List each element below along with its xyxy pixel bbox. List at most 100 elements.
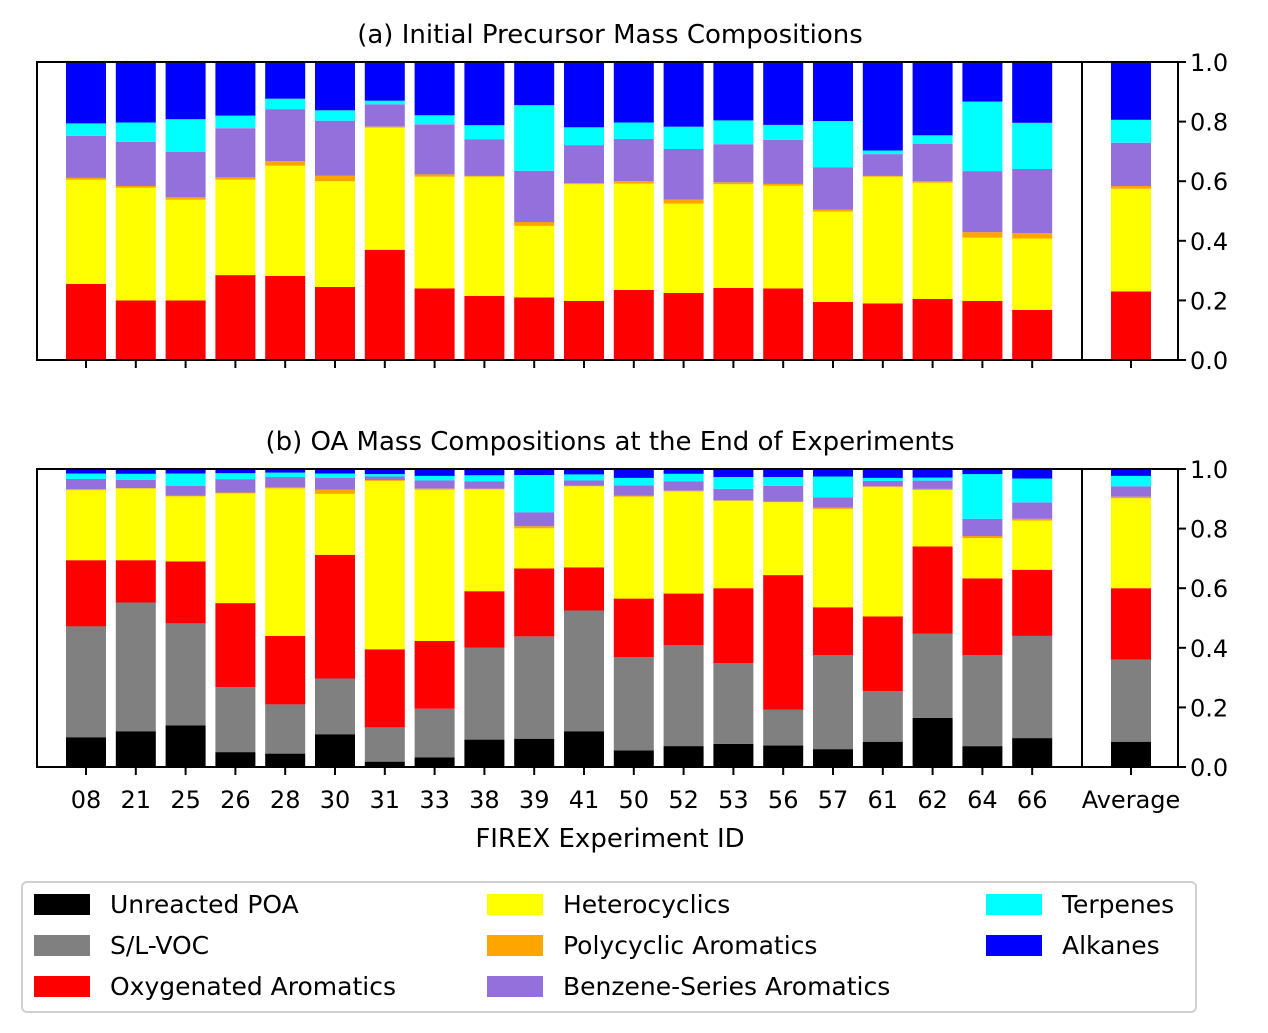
bar-segment-terpenes-21 [115,122,156,142]
bar-segment-alkanes-25 [165,62,206,120]
bar-segment-benzene-series-aromatics-52 [663,149,704,200]
bar-segment-alkanes-08 [66,469,106,474]
bar-segment-alkanes-average [1111,469,1151,476]
bar-segment-s-l-voc-21 [115,602,156,732]
panel-b-xlabels: 08 21 25 26 28 30 31 33 38 39 41 50 52 53 56 57 61 62 64 66… [71,786,1181,814]
bar-segment-terpenes-25 [165,119,206,152]
bar-segment-benzene-series-aromatics-38 [464,481,505,489]
bar-segment-polycyclic-aromatics-average [1111,496,1151,499]
bar-segment-oxygenated-aromatics-25 [165,561,206,624]
bar-segment-heterocyclics-08 [66,490,106,561]
panel-b-xticks [85,767,1132,775]
bar-segment-terpenes-25 [165,473,206,486]
bar-segment-alkanes-62 [912,62,953,136]
bar-segment-s-l-voc-57 [813,655,853,750]
bar-segment-alkanes-31 [364,469,405,475]
bar-segment-polycyclic-aromatics-average [1111,186,1151,189]
bar-segment-terpenes-39 [514,105,555,171]
bar-segment-terpenes-50 [613,122,654,139]
bar-segment-terpenes-53 [713,477,754,489]
legend-label: S/L-VOC [110,931,209,960]
bar-segment-oxygenated-aromatics-53 [713,287,754,360]
bar-segment-alkanes-52 [663,62,704,127]
y-tick-label: 0.2 [1190,287,1228,315]
bar-segment-terpenes-57 [813,121,853,168]
bar-segment-terpenes-31 [364,100,405,105]
bar-segment-terpenes-57 [813,476,853,498]
bar-segment-s-l-voc-39 [514,636,555,739]
bar-segment-terpenes-61 [862,150,903,155]
bar-segment-oxygenated-aromatics-52 [663,292,704,360]
bar-segment-heterocyclics-57 [813,211,853,302]
bar-segment-benzene-series-aromatics-64 [962,518,1003,537]
y-tick-label: 1.0 [1190,456,1228,484]
bar-segment-oxygenated-aromatics-41 [564,301,604,360]
bar-segment-heterocyclics-50 [613,183,654,290]
bar-segment-terpenes-41 [564,127,604,146]
bar-segment-heterocyclics-53 [713,184,754,288]
panel-a-xticks [85,360,1132,368]
bar-segment-benzene-series-aromatics-08 [66,478,106,490]
bar-segment-oxygenated-aromatics-39 [514,568,555,637]
bar-segment-heterocyclics-38 [464,489,505,592]
legend-swatch-alkanes [986,935,1042,956]
bar-segment-oxygenated-aromatics-average [1111,291,1151,360]
bar-segment-benzene-series-aromatics-average [1111,142,1151,186]
bar-segment-s-l-voc-26 [215,687,256,753]
panel-b-bars [66,469,1151,767]
legend-swatch-heterocyclics [487,894,543,915]
x-tick-label: 28 [270,786,301,814]
bar-segment-heterocyclics-41 [564,486,604,568]
bar-segment-benzene-series-aromatics-21 [115,479,156,488]
legend-entries: Unreacted POA S/L-VOC Oxygenated Aromatics… [34,890,1174,1001]
bar-segment-heterocyclics-66 [1012,238,1053,310]
panel-a-yticks: 0.0 0.2 0.4 0.6 0.8 1.0 [1178,49,1228,375]
y-tick-label: 1.0 [1190,49,1228,77]
bar-segment-oxygenated-aromatics-57 [813,607,853,655]
bar-segment-benzene-series-aromatics-41 [564,480,604,486]
bar-segment-heterocyclics-33 [414,489,455,641]
bar-segment-benzene-series-aromatics-56 [763,486,804,502]
bar-segment-oxygenated-aromatics-28 [265,276,306,360]
bar-segment-terpenes-61 [862,477,903,481]
bar-segment-oxygenated-aromatics-25 [165,300,206,360]
bar-segment-polycyclic-aromatics-38 [464,488,505,490]
bar-segment-oxygenated-aromatics-38 [464,295,505,360]
bar-segment-heterocyclics-52 [663,491,704,594]
bar-segment-oxygenated-aromatics-31 [364,649,405,728]
bar-segment-oxygenated-aromatics-26 [215,275,256,360]
x-tick-label: 56 [768,786,799,814]
bar-segment-benzene-series-aromatics-28 [265,109,306,162]
bar-segment-oxygenated-aromatics-average [1111,588,1151,660]
bar-segment-heterocyclics-28 [265,165,306,276]
bar-segment-s-l-voc-41 [564,610,604,732]
bar-segment-unreacted-poa-66 [1012,738,1053,767]
bar-segment-heterocyclics-25 [165,199,206,301]
bar-segment-alkanes-66 [1012,62,1053,123]
bar-segment-terpenes-52 [663,473,704,482]
bar-segment-oxygenated-aromatics-57 [813,301,853,360]
bar-segment-oxygenated-aromatics-21 [115,560,156,603]
bar-segment-benzene-series-aromatics-57 [813,497,853,508]
bar-segment-alkanes-39 [514,62,555,106]
bar-segment-polycyclic-aromatics-38 [464,175,505,177]
bar-segment-alkanes-21 [115,62,156,123]
bar-segment-polycyclic-aromatics-41 [564,183,604,185]
bar-segment-benzene-series-aromatics-08 [66,135,106,178]
bar-segment-s-l-voc-30 [315,678,355,735]
bar-segment-oxygenated-aromatics-41 [564,567,604,611]
bar-segment-polycyclic-aromatics-66 [1012,518,1053,521]
bar-segment-terpenes-64 [962,474,1003,519]
bar-segment-terpenes-33 [414,475,455,481]
legend-swatch-unreacted-poa [34,894,90,915]
bar-segment-polycyclic-aromatics-26 [215,492,256,494]
bar-segment-unreacted-poa-25 [165,725,206,767]
bar-segment-terpenes-28 [265,472,306,478]
x-tick-label: 41 [569,786,600,814]
bar-segment-oxygenated-aromatics-08 [66,284,106,360]
bar-segment-benzene-series-aromatics-57 [813,167,853,210]
bar-segment-oxygenated-aromatics-30 [315,554,355,679]
x-tick-label: 57 [818,786,849,814]
bar-segment-benzene-series-aromatics-66 [1012,502,1053,519]
